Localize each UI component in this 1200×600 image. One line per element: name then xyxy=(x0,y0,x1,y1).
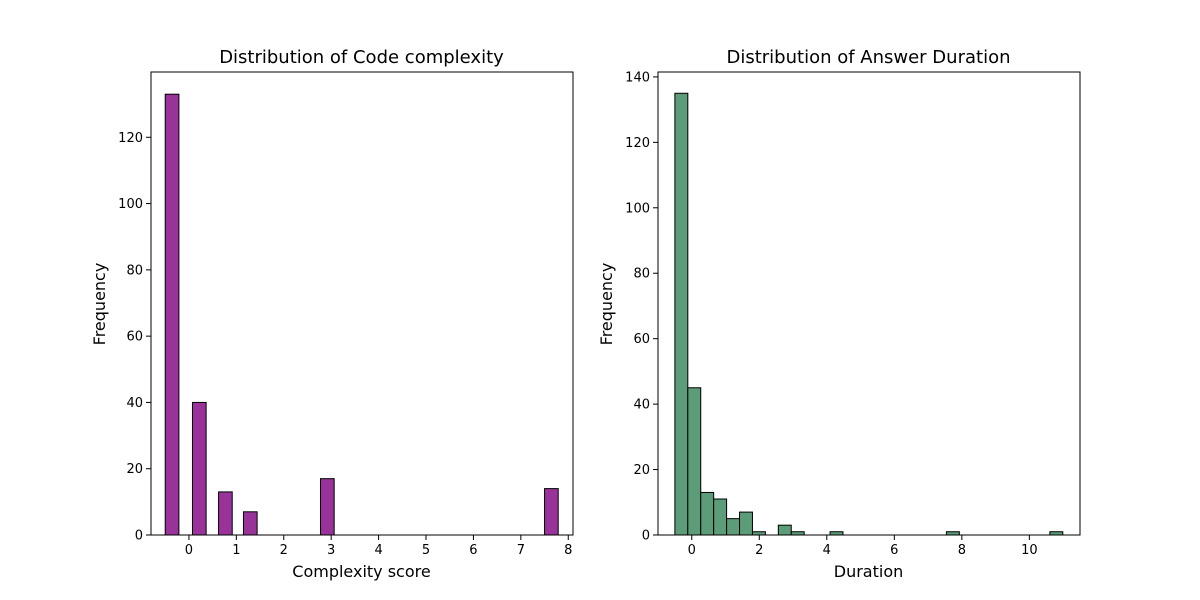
complexity-x-tick-label-6: 6 xyxy=(469,543,477,558)
complexity-y-tick-label-4: 80 xyxy=(126,263,143,278)
complexity-y-tick-label-2: 40 xyxy=(126,396,143,411)
complexity-x-tick-label-2: 2 xyxy=(280,543,288,558)
complexity-y-tick-label-6: 120 xyxy=(118,131,143,146)
complexity-y-tick-label-3: 60 xyxy=(126,330,143,345)
duration-chart-title: Distribution of Answer Duration xyxy=(726,47,1010,68)
complexity-x-tick-label-3: 3 xyxy=(327,543,335,558)
duration-bars xyxy=(674,92,1064,536)
complexity-bar-3 xyxy=(242,511,258,536)
complexity-y-tick-label-0: 0 xyxy=(135,529,143,544)
duration-bar-7 xyxy=(777,524,792,536)
duration-bar-0 xyxy=(674,92,689,536)
duration-y-tick-label-7: 140 xyxy=(625,70,650,85)
duration-y-axis-label: Frequency xyxy=(597,263,616,346)
duration-bar-4 xyxy=(726,518,741,536)
duration-x-tick-label-2: 4 xyxy=(823,543,831,558)
duration-y-tick-label-3: 60 xyxy=(633,332,650,347)
duration-y-tick-label-2: 40 xyxy=(633,398,650,413)
complexity-x-tick-label-7: 7 xyxy=(517,543,525,558)
duration-plot-frame xyxy=(657,71,1081,536)
duration-bar-5 xyxy=(739,511,753,536)
duration-x-tick-label-5: 10 xyxy=(1021,543,1038,558)
complexity-y-tick-label-5: 100 xyxy=(118,197,143,212)
duration-x-tick-label-1: 2 xyxy=(755,543,763,558)
duration-y-tick-label-6: 120 xyxy=(625,136,650,151)
duration-bar-3 xyxy=(713,498,728,536)
complexity-bar-1 xyxy=(191,401,207,536)
complexity-y-axis-label: Frequency xyxy=(90,263,109,346)
complexity-x-axis-label: Complexity score xyxy=(292,562,430,581)
duration-histogram: Distribution of Answer Duration Duration… xyxy=(597,47,1081,581)
complexity-x-tick-label-1: 1 xyxy=(232,543,240,558)
complexity-bar-2 xyxy=(218,491,233,536)
complexity-x-tick-label-0: 0 xyxy=(185,543,193,558)
complexity-bar-0 xyxy=(164,93,180,536)
complexity-y-tick-label-1: 20 xyxy=(126,462,143,477)
complexity-bar-4 xyxy=(320,478,335,536)
duration-x-axis-label: Duration xyxy=(834,562,904,581)
duration-x-tick-label-4: 8 xyxy=(958,543,966,558)
duration-y-tick-label-1: 20 xyxy=(633,463,650,478)
duration-x-tick-label-3: 6 xyxy=(890,543,898,558)
complexity-histogram: Distribution of Code complexity Complexi… xyxy=(90,47,574,581)
complexity-x-tick-label-5: 5 xyxy=(422,543,430,558)
duration-bar-1 xyxy=(687,387,702,536)
complexity-x-tick-label-4: 4 xyxy=(374,543,382,558)
complexity-chart-title: Distribution of Code complexity xyxy=(219,47,504,68)
duration-y-tick-label-0: 0 xyxy=(642,529,650,544)
duration-y-tick-label-5: 100 xyxy=(625,201,650,216)
complexity-plot-frame xyxy=(150,71,574,536)
complexity-bar-5 xyxy=(544,488,559,536)
duration-y-tick-label-4: 80 xyxy=(633,267,650,282)
duration-x-tick-label-0: 0 xyxy=(688,543,696,558)
duration-bar-2 xyxy=(700,491,715,536)
complexity-x-tick-label-8: 8 xyxy=(564,543,572,558)
